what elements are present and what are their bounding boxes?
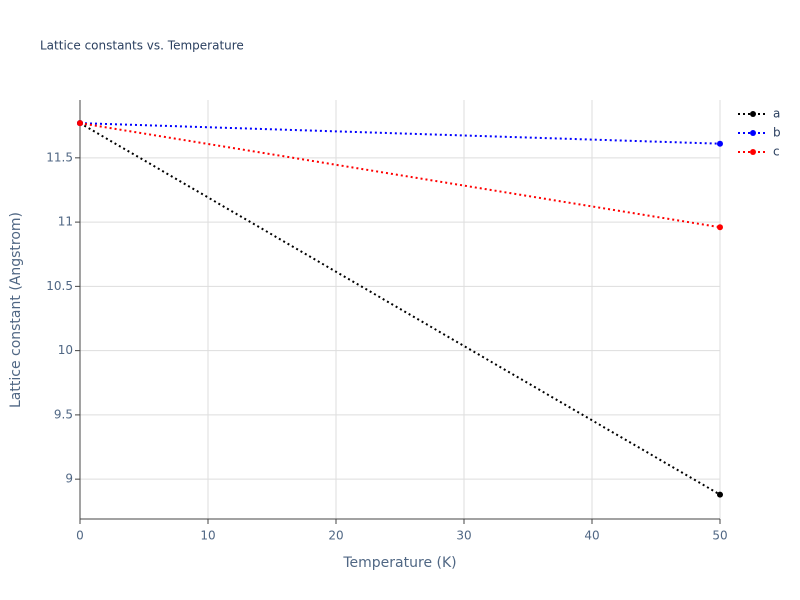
legend-label: c [773, 145, 780, 159]
series-line [79, 122, 721, 496]
point [717, 140, 723, 147]
y-tick-label: 10.5 [46, 279, 73, 293]
x-tick-label: 10 [200, 529, 215, 543]
legend-marker [750, 111, 756, 117]
legend-label: a [773, 107, 780, 121]
series-line [79, 122, 721, 145]
legend-marker [750, 149, 756, 155]
y-tick-label: 11 [58, 215, 73, 229]
y-tick-label: 10 [58, 343, 73, 357]
y-tick-label: 9 [65, 472, 73, 486]
x-tick-label: 20 [328, 529, 343, 543]
legend-label: b [773, 126, 781, 140]
point [77, 120, 83, 127]
x-tick-label: 0 [76, 529, 84, 543]
series-line [79, 122, 721, 229]
chart-title: Lattice constants vs. Temperature [40, 39, 244, 53]
x-tick-label: 40 [584, 529, 599, 543]
x-tick-label: 50 [712, 529, 727, 543]
legend-marker [750, 130, 756, 136]
y-axis-title: Lattice constant (Angstrom) [8, 212, 24, 408]
y-tick-label: 11.5 [46, 150, 73, 164]
point [717, 224, 723, 231]
x-axis-title: Temperature (K) [342, 555, 456, 571]
point [717, 491, 723, 498]
y-tick-label: 9.5 [54, 407, 73, 421]
x-tick-label: 30 [456, 529, 471, 543]
